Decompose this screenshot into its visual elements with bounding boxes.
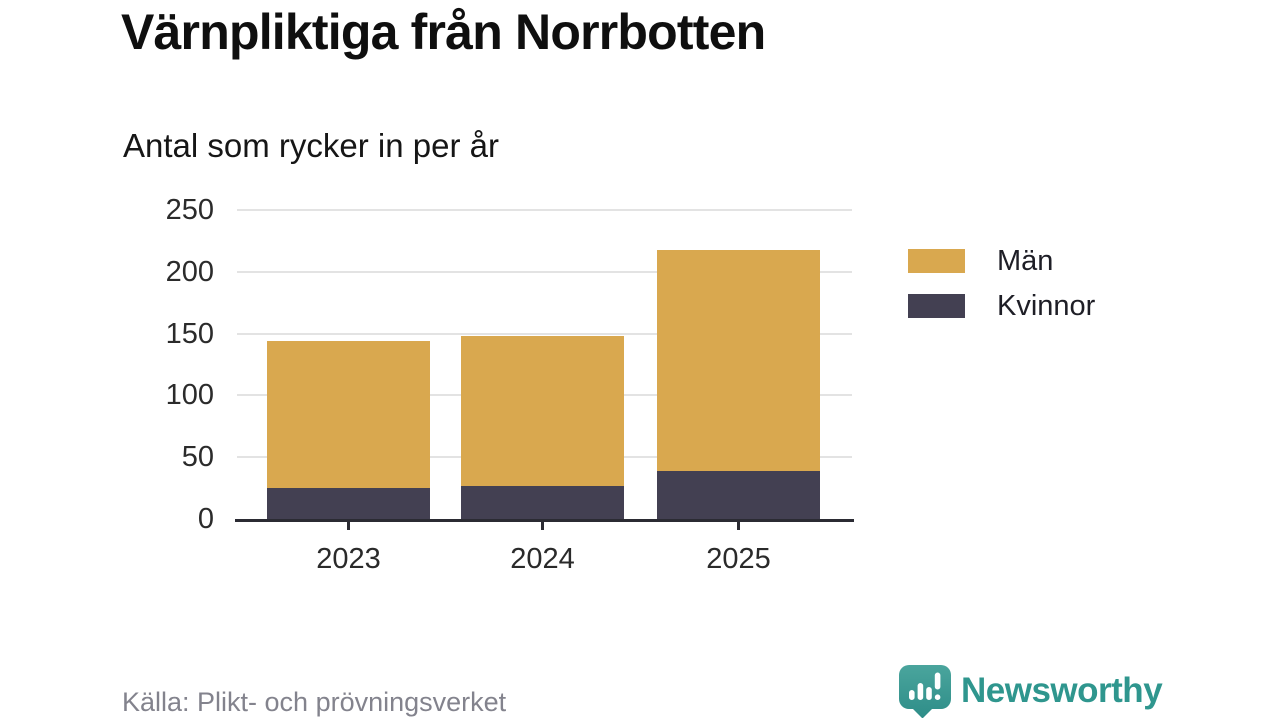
- y-gridline: [237, 332, 852, 335]
- y-axis-tick-label: 0: [197, 503, 214, 535]
- legend-swatch-kvinnor: [908, 294, 965, 318]
- x-axis-tick-label: 2025: [706, 543, 771, 575]
- legend: Män Kvinnor: [908, 245, 1095, 322]
- bar-chart-speech-bubble-icon: [899, 665, 951, 718]
- x-axis-tick-label: 2023: [316, 543, 381, 575]
- bar-segment-män-2024: [461, 336, 624, 486]
- legend-swatch-män: [908, 249, 965, 273]
- bar-segment-män-2023: [267, 341, 430, 488]
- y-axis-tick-label: 200: [165, 255, 214, 288]
- x-axis-line: [235, 519, 854, 522]
- newsworthy-wordmark: Newsworthy: [961, 671, 1163, 710]
- y-gridline: [237, 270, 852, 273]
- chart-subtitle: Antal som rycker in per år: [123, 127, 499, 164]
- newsworthy-logo: Newsworthy: [898, 664, 1163, 718]
- legend-label: Kvinnor: [997, 290, 1096, 322]
- y-axis-tick-label: 100: [165, 379, 214, 412]
- y-axis-tick-label: 250: [165, 194, 214, 226]
- legend-label: Män: [997, 245, 1054, 277]
- y-axis-tick-label: 50: [181, 441, 214, 474]
- legend-item-män: Män: [908, 245, 1095, 277]
- x-axis-tick-label: 2024: [510, 543, 575, 575]
- bar-segment-kvinnor-2024: [461, 486, 624, 519]
- y-axis-tick-label: 150: [165, 317, 214, 350]
- bar-segment-kvinnor-2025: [657, 471, 820, 519]
- x-axis-tick: [347, 522, 350, 530]
- chart-title: Värnpliktiga från Norrbotten: [121, 4, 766, 60]
- x-axis-tick: [541, 522, 544, 530]
- bar-segment-kvinnor-2023: [267, 488, 430, 519]
- legend-item-kvinnor: Kvinnor: [908, 290, 1095, 322]
- source-caption: Källa: Plikt- och prövningsverket: [122, 687, 507, 717]
- y-gridline: [237, 209, 852, 211]
- bar-segment-män-2025: [657, 250, 820, 471]
- x-axis-tick: [737, 522, 740, 530]
